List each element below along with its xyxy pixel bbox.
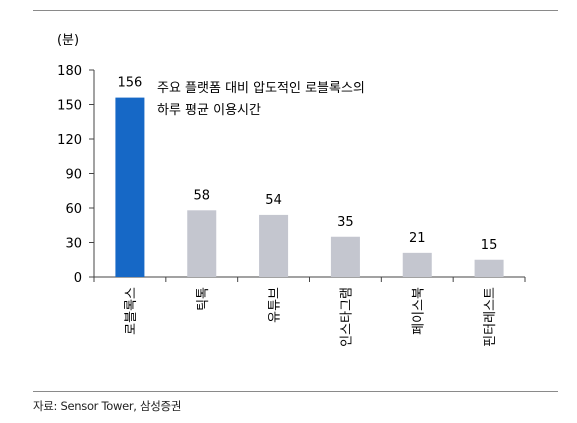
x-category-label: 유튜브 <box>268 287 283 323</box>
y-axis: 0 30 60 90 120 150 180 <box>57 64 95 286</box>
bar <box>402 252 432 277</box>
top-rule <box>33 10 558 11</box>
y-unit-label: (분) <box>57 33 79 48</box>
bar-value-label: 35 <box>337 215 354 230</box>
x-category-label: 로블록스 <box>124 287 139 335</box>
bar <box>474 259 504 277</box>
x-category-label: 틱톡 <box>196 287 211 311</box>
bottom-rule <box>33 391 558 392</box>
bars <box>115 97 504 277</box>
bar-value-label: 58 <box>193 188 210 203</box>
annotation-line: 하루 평균 이용시간 <box>157 103 261 118</box>
x-category-label: 페이스북 <box>411 287 426 335</box>
y-tick-label: 120 <box>57 133 82 148</box>
x-axis <box>93 276 526 282</box>
x-category-label: 핀터레스트 <box>483 287 498 347</box>
annotation-line: 주요 플랫폼 대비 압도적인 로블록스의 <box>157 81 365 96</box>
y-tick-label: 30 <box>65 237 82 252</box>
bar-chart: (분) 0 30 60 90 120 150 180 156 58 54 35 21 15 로블록스 틱… <box>57 33 526 347</box>
bar-value-label: 15 <box>481 238 498 253</box>
y-tick-label: 150 <box>57 99 82 114</box>
y-tick-label: 60 <box>65 202 82 217</box>
value-labels: 156 58 54 35 21 15 <box>118 76 498 253</box>
bar-value-label: 156 <box>118 76 143 91</box>
bar-value-label: 54 <box>265 193 282 208</box>
y-tick-label: 0 <box>74 271 82 286</box>
bar <box>115 97 145 277</box>
bar <box>259 214 289 277</box>
y-tick-label: 180 <box>57 64 82 79</box>
x-category-label: 인스타그램 <box>339 287 354 347</box>
bar-value-label: 21 <box>409 231 426 246</box>
bar <box>187 210 217 277</box>
category-labels: 로블록스 틱톡 유튜브 인스타그램 페이스북 핀터레스트 <box>124 287 498 347</box>
y-tick-label: 90 <box>65 168 82 183</box>
source-note: 자료: Sensor Tower, 삼성증권 <box>33 399 182 413</box>
bar <box>330 236 360 277</box>
